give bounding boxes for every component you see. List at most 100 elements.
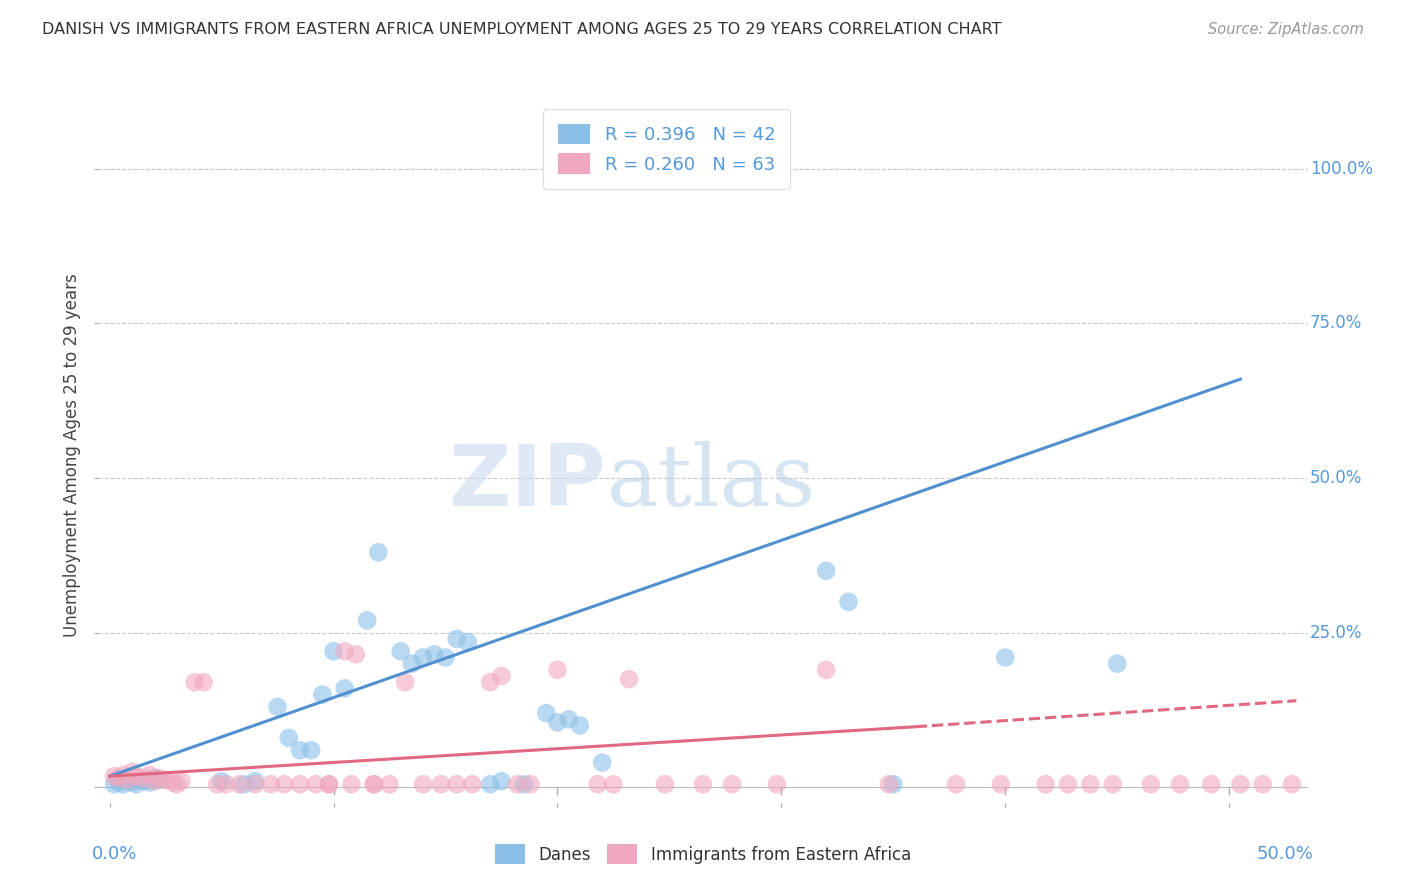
- Point: [344, 648, 367, 662]
- Point: [107, 775, 129, 789]
- Point: [546, 715, 568, 730]
- Point: [461, 777, 484, 791]
- Point: [333, 644, 356, 658]
- Point: [166, 777, 188, 791]
- Point: [107, 771, 129, 785]
- Text: 0.0%: 0.0%: [93, 845, 138, 863]
- Point: [766, 777, 789, 791]
- Point: [132, 771, 155, 785]
- Point: [205, 777, 228, 791]
- Point: [617, 672, 640, 686]
- Point: [117, 772, 139, 787]
- Point: [591, 756, 613, 770]
- Point: [288, 743, 311, 757]
- Text: Source: ZipAtlas.com: Source: ZipAtlas.com: [1208, 22, 1364, 37]
- Point: [228, 777, 250, 791]
- Point: [430, 777, 453, 791]
- Point: [233, 777, 256, 791]
- Point: [654, 777, 676, 791]
- Text: ZIP: ZIP: [449, 442, 606, 524]
- Point: [333, 681, 356, 696]
- Point: [882, 777, 904, 791]
- Text: 25.0%: 25.0%: [1310, 624, 1362, 641]
- Point: [838, 595, 860, 609]
- Point: [423, 648, 446, 662]
- Point: [815, 564, 838, 578]
- Point: [1281, 777, 1303, 791]
- Point: [479, 675, 502, 690]
- Point: [568, 718, 591, 732]
- Point: [143, 771, 166, 785]
- Point: [721, 777, 744, 791]
- Point: [513, 777, 536, 791]
- Point: [1057, 777, 1080, 791]
- Point: [1201, 777, 1223, 791]
- Text: DANISH VS IMMIGRANTS FROM EASTERN AFRICA UNEMPLOYMENT AMONG AGES 25 TO 29 YEARS : DANISH VS IMMIGRANTS FROM EASTERN AFRICA…: [42, 22, 1001, 37]
- Point: [211, 774, 233, 789]
- Point: [243, 774, 266, 789]
- Point: [479, 777, 502, 791]
- Point: [162, 775, 184, 789]
- Point: [815, 663, 838, 677]
- Point: [363, 777, 385, 791]
- Point: [434, 650, 457, 665]
- Text: atlas: atlas: [606, 442, 815, 524]
- Point: [143, 774, 166, 789]
- Point: [412, 650, 434, 665]
- Legend: Danes, Immigrants from Eastern Africa: Danes, Immigrants from Eastern Africa: [488, 838, 918, 871]
- Point: [877, 777, 900, 791]
- Point: [457, 635, 479, 649]
- Point: [546, 663, 568, 677]
- Point: [125, 769, 148, 783]
- Point: [243, 777, 266, 791]
- Point: [183, 675, 205, 690]
- Point: [318, 777, 340, 791]
- Point: [389, 644, 412, 658]
- Point: [394, 675, 416, 690]
- Point: [446, 632, 468, 646]
- Point: [401, 657, 423, 671]
- Point: [1107, 657, 1129, 671]
- Point: [215, 777, 238, 791]
- Point: [322, 644, 344, 658]
- Text: 75.0%: 75.0%: [1310, 315, 1362, 333]
- Point: [491, 774, 513, 789]
- Text: 50.0%: 50.0%: [1310, 469, 1362, 487]
- Point: [356, 613, 378, 627]
- Point: [602, 777, 624, 791]
- Point: [112, 768, 135, 782]
- Point: [446, 777, 468, 791]
- Point: [412, 777, 434, 791]
- Point: [121, 764, 143, 779]
- Point: [139, 768, 162, 782]
- Point: [288, 777, 311, 791]
- Point: [112, 777, 135, 791]
- Point: [1101, 777, 1123, 791]
- Point: [519, 777, 541, 791]
- Point: [1168, 777, 1191, 791]
- Point: [311, 688, 333, 702]
- Point: [304, 777, 326, 791]
- Point: [506, 777, 529, 791]
- Point: [536, 706, 558, 720]
- Point: [148, 772, 170, 787]
- Point: [103, 769, 125, 783]
- Point: [557, 712, 579, 726]
- Point: [260, 777, 283, 791]
- Point: [132, 774, 155, 789]
- Point: [273, 777, 295, 791]
- Point: [378, 777, 401, 791]
- Point: [1035, 777, 1057, 791]
- Point: [586, 777, 609, 791]
- Point: [121, 775, 143, 789]
- Point: [340, 777, 363, 791]
- Point: [994, 650, 1017, 665]
- Point: [148, 771, 170, 785]
- Point: [125, 777, 148, 791]
- Point: [491, 669, 513, 683]
- Point: [103, 777, 125, 791]
- Point: [193, 675, 215, 690]
- Point: [1229, 777, 1251, 791]
- Y-axis label: Unemployment Among Ages 25 to 29 years: Unemployment Among Ages 25 to 29 years: [63, 273, 82, 637]
- Point: [945, 777, 967, 791]
